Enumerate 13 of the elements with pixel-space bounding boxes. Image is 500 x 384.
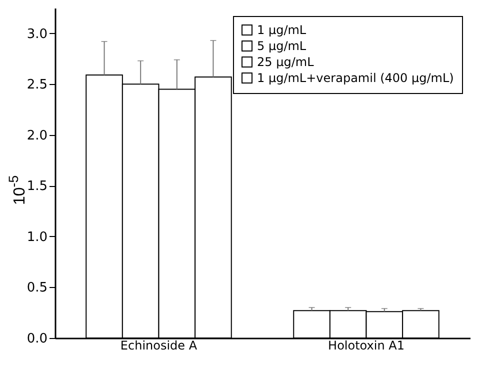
x-tick-label: Holotoxin A1 — [328, 338, 404, 352]
y-tick-label: 2.5 — [26, 78, 48, 93]
legend-label: 1 µg/mL+verapamil (400 µg/mL) — [257, 71, 454, 85]
y-tick-label: 0.0 — [26, 332, 48, 346]
y-tick-label: 0.5 — [26, 280, 48, 296]
y-tick-label: 3.0 — [26, 26, 48, 42]
y-tick-label: 1.0 — [26, 230, 48, 245]
y-tick-label: 1.5 — [26, 179, 48, 194]
x-tick-label: Echinoside A — [120, 338, 198, 352]
y-tick-label: 2.0 — [26, 128, 48, 144]
legend-label: 5 µg/mL — [257, 39, 306, 53]
legend-label: 1 µg/mL — [257, 23, 306, 37]
legend-label: 25 µg/mL — [257, 55, 314, 69]
